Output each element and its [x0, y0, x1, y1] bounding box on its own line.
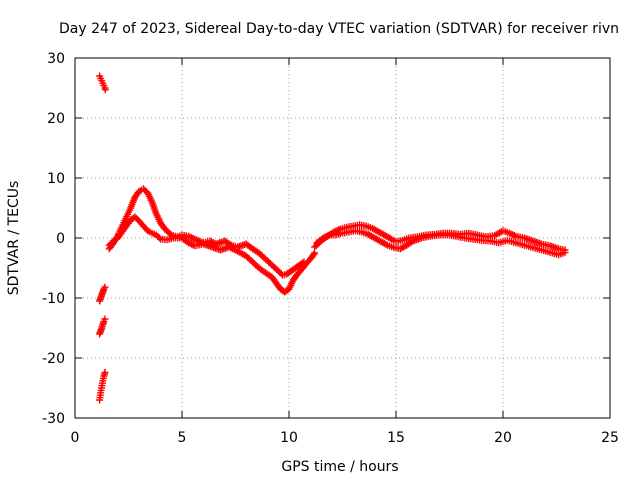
data-point	[505, 229, 513, 237]
data-points	[96, 72, 569, 404]
data-point	[322, 233, 330, 240]
chart-title: Day 247 of 2023, Sidereal Day-to-day VTE…	[59, 21, 619, 37]
data-point	[321, 233, 329, 241]
data-point	[507, 230, 515, 238]
y-tick-label: 0	[56, 231, 65, 247]
data-point	[311, 249, 319, 257]
y-tick-label: -30	[42, 411, 65, 427]
x-tick-label: 5	[178, 430, 187, 446]
data-point	[324, 232, 332, 240]
x-tick-label: 10	[280, 430, 298, 446]
y-tick-label: 10	[47, 171, 65, 187]
data-point	[386, 234, 394, 242]
axis-ticks: 0 5 10 15 20 25 -30 -20 -10 0 10 20 30	[42, 51, 619, 446]
y-axis-label: SDTVAR / TECUs	[6, 181, 22, 296]
data-point	[101, 315, 109, 323]
data-point	[333, 227, 341, 234]
data-point	[184, 239, 192, 247]
data-point	[101, 86, 109, 94]
data-point	[101, 283, 109, 291]
x-tick-label: 25	[601, 430, 619, 446]
x-axis-label: GPS time / hours	[281, 459, 398, 475]
data-point	[382, 240, 390, 248]
x-tick-label: 0	[71, 430, 80, 446]
data-point	[189, 234, 197, 242]
data-point	[188, 234, 196, 242]
data-point	[510, 231, 518, 239]
data-point	[142, 225, 150, 233]
data-point	[319, 234, 327, 242]
data-point	[561, 248, 569, 256]
data-point	[186, 233, 194, 241]
data-point	[310, 251, 318, 258]
y-tick-label: -10	[42, 291, 65, 307]
y-tick-label: -20	[42, 351, 65, 367]
data-point	[155, 234, 163, 242]
y-tick-label: 30	[47, 51, 65, 67]
x-tick-label: 15	[387, 430, 405, 446]
data-point	[188, 240, 196, 248]
y-tick-label: 20	[47, 111, 65, 127]
data-point	[184, 232, 192, 240]
data-point	[509, 231, 517, 239]
x-tick-label: 20	[494, 430, 512, 446]
data-point	[101, 368, 109, 376]
data-point	[186, 240, 194, 248]
